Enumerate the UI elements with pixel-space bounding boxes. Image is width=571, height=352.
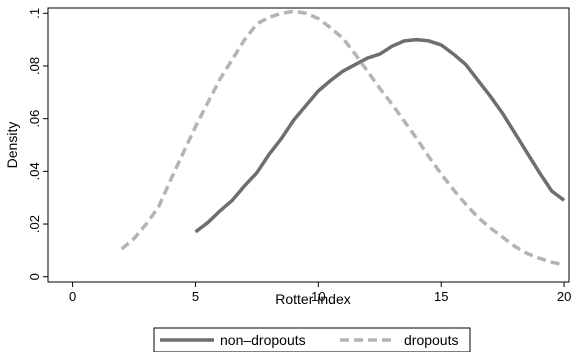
x-tick-label: 0 <box>69 289 76 304</box>
plot-border <box>47 7 570 283</box>
legend-label-dropouts: dropouts <box>404 332 458 348</box>
legend: non–dropouts dropouts <box>153 327 471 352</box>
y-tick-label: .02 <box>27 215 42 233</box>
x-axis: 0 5 10 15 20 <box>69 282 571 304</box>
x-tick-label: 20 <box>557 289 571 304</box>
y-tick-label: .08 <box>27 57 42 75</box>
legend-label-non-dropouts: non–dropouts <box>220 332 306 348</box>
x-axis-title: Rotter index <box>275 291 350 307</box>
x-tick-label: 10 <box>311 289 325 304</box>
plot-frame <box>47 7 570 283</box>
x-tick-label: 15 <box>434 289 448 304</box>
x-tick-label: 5 <box>192 289 199 304</box>
series-line-dropouts <box>120 9 565 267</box>
y-axis-title: Density <box>4 122 20 169</box>
y-tick-label: .06 <box>27 110 42 128</box>
y-axis: 0 .02 .04 .06 .08 .1 <box>27 8 48 280</box>
series-layer <box>120 9 566 267</box>
series-line-non-dropouts <box>194 37 566 234</box>
y-tick-label: .1 <box>27 8 42 19</box>
y-tick-label: 0 <box>27 273 42 280</box>
y-tick-label: .04 <box>27 162 42 180</box>
